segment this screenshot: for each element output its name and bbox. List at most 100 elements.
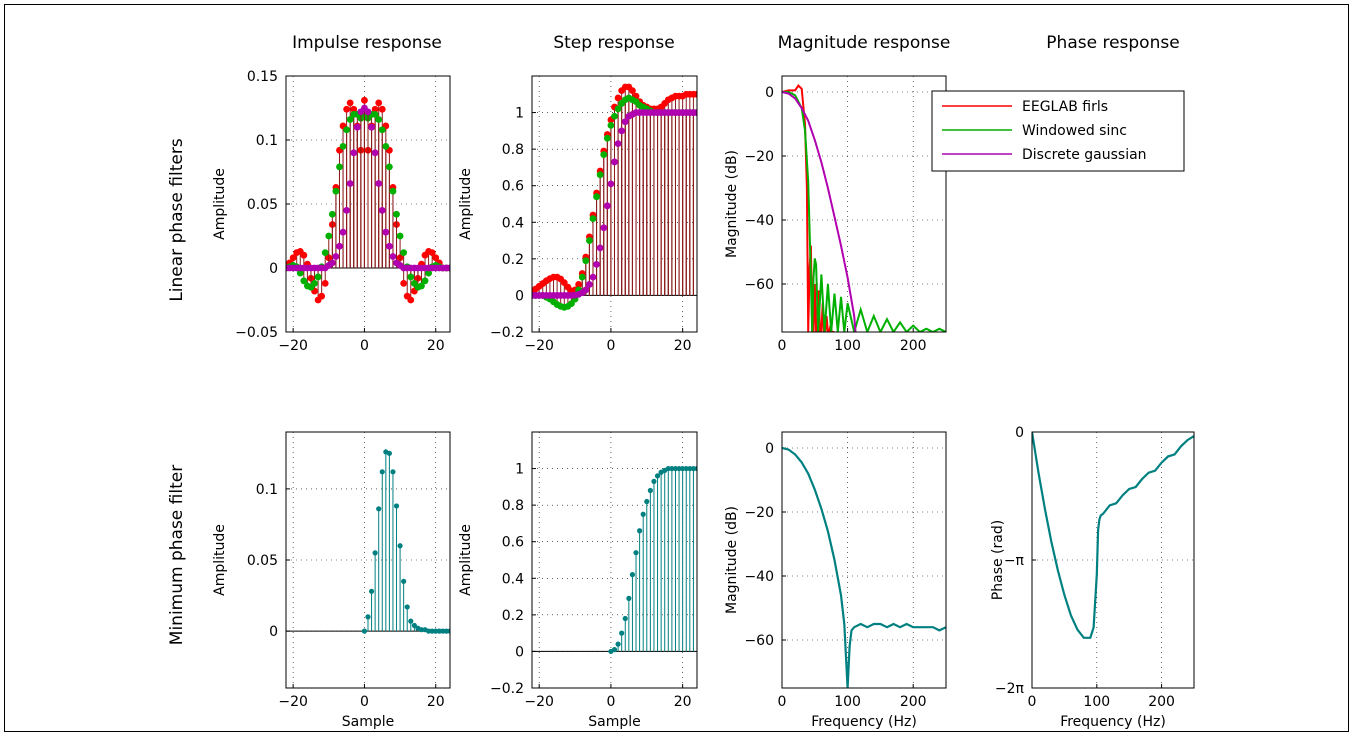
stem-marker xyxy=(589,215,597,223)
stem-marker xyxy=(397,543,403,549)
stem-marker xyxy=(611,112,618,120)
stem-marker xyxy=(375,116,383,123)
y-tick-label: −0.2 xyxy=(490,325,524,341)
stem-marker xyxy=(418,282,425,290)
x-tick-label: 0 xyxy=(778,694,787,710)
x-axis-label: Sample xyxy=(342,714,395,730)
y-axis-label: Amplitude xyxy=(458,168,474,240)
plot-content xyxy=(532,465,697,655)
stem-marker xyxy=(680,465,686,472)
stem-marker xyxy=(694,465,697,472)
stem-marker xyxy=(683,465,689,472)
series-minimum-phase xyxy=(608,465,697,655)
stem-marker xyxy=(404,604,410,610)
stem-marker xyxy=(350,105,358,113)
stem-marker xyxy=(596,171,604,179)
stem-marker xyxy=(385,163,393,171)
y-tick-label: 0.05 xyxy=(247,553,278,569)
y-tick-label: 0.4 xyxy=(502,571,524,587)
stem-marker xyxy=(378,105,386,113)
stem-marker xyxy=(629,87,636,95)
stem-marker xyxy=(336,242,343,250)
stem-marker xyxy=(614,105,622,113)
stem-marker xyxy=(314,273,322,281)
stem-marker xyxy=(585,281,593,288)
row-label-minimum: Minimum phase filter xyxy=(167,465,187,645)
x-tick-label: −20 xyxy=(278,338,308,354)
x-axis-label: Frequency (Hz) xyxy=(1060,714,1166,730)
stem-marker xyxy=(421,277,429,285)
y-tick-label: 0 xyxy=(1015,425,1024,441)
stem-marker xyxy=(637,528,643,534)
x-tick-label: 200 xyxy=(1148,694,1175,710)
stem-marker xyxy=(343,207,351,214)
plot-content xyxy=(1032,432,1194,639)
series-discrete-gaussian xyxy=(286,104,450,272)
stem-marker xyxy=(582,286,590,294)
stem-marker xyxy=(401,578,407,584)
stem-marker xyxy=(407,273,415,281)
axes-box xyxy=(781,431,947,689)
x-tick-label: 20 xyxy=(427,338,445,354)
stem-marker xyxy=(426,628,432,634)
stem-marker xyxy=(339,228,347,236)
panel-min-phase: 0 100 200 −2π −π 0 Phase (rad) Frequency (Hz) xyxy=(990,425,1195,730)
stem-marker xyxy=(361,628,368,634)
stem-marker xyxy=(429,628,435,634)
panel-min-step: −20 0 20 −0.2 0 0.2 0.4 0.6 0.8 1 Amplitude Sample xyxy=(458,431,698,730)
stem-marker xyxy=(371,149,379,157)
stem-marker xyxy=(585,237,593,244)
y-tick-label: −2π xyxy=(995,681,1025,697)
x-tick-label: 20 xyxy=(427,694,445,710)
stem-marker xyxy=(575,281,583,288)
stem-marker xyxy=(321,279,329,287)
stem-marker xyxy=(368,588,375,594)
y-tick-label: −60 xyxy=(744,633,774,649)
stem-marker xyxy=(600,224,608,232)
y-tick-label: −20 xyxy=(744,505,774,521)
stem-marker xyxy=(622,615,628,622)
stem-marker xyxy=(332,253,340,260)
series-line-minimum-phase xyxy=(782,446,946,688)
stem-marker xyxy=(400,249,408,257)
stem-marker xyxy=(328,259,336,267)
legend: EEGLAB firls Windowed sinc Discrete gaus… xyxy=(931,90,1185,172)
stem-marker xyxy=(611,647,618,653)
stem-marker xyxy=(651,478,657,484)
stem-marker xyxy=(433,628,439,634)
plot-content xyxy=(286,449,450,634)
x-tick-label: −20 xyxy=(524,338,554,354)
y-tick-label: 0.6 xyxy=(502,535,524,551)
stem-marker xyxy=(386,450,392,456)
column-title-impulse: Impulse response xyxy=(292,33,442,53)
stem-marker xyxy=(593,193,600,201)
x-axis-label: Sample xyxy=(588,714,641,730)
stem-marker xyxy=(428,249,436,257)
legend-box xyxy=(931,90,1185,172)
stem-marker xyxy=(400,279,408,287)
stem-marker xyxy=(618,127,626,135)
stem-marker xyxy=(411,622,417,629)
stem-marker xyxy=(336,163,343,171)
panel-lin-step: −20 0 20 −0.2 0 0.2 0.4 0.6 0.8 1 Amplitude xyxy=(458,75,698,354)
figure-frame xyxy=(4,4,1349,732)
stem-marker xyxy=(300,277,308,285)
y-tick-label: 0 xyxy=(765,85,774,101)
stem-marker xyxy=(614,140,622,148)
y-tick-label: 0.8 xyxy=(502,142,524,158)
y-tick-label: 1 xyxy=(515,462,524,478)
stem-marker xyxy=(346,180,354,187)
column-title-step: Step response xyxy=(553,33,674,53)
y-tick-label: −0.2 xyxy=(490,681,524,697)
stem-marker xyxy=(311,279,318,287)
y-tick-label: 0.1 xyxy=(256,133,278,149)
plot-area xyxy=(532,432,697,688)
stem-marker xyxy=(626,595,632,602)
stem-marker xyxy=(425,269,433,277)
y-axis-label: Phase (rad) xyxy=(990,520,1006,600)
stem-marker xyxy=(600,151,608,159)
stem-marker xyxy=(325,232,333,240)
y-tick-label: 1 xyxy=(515,106,524,122)
stem-marker xyxy=(607,180,615,188)
stem-marker xyxy=(364,108,372,116)
